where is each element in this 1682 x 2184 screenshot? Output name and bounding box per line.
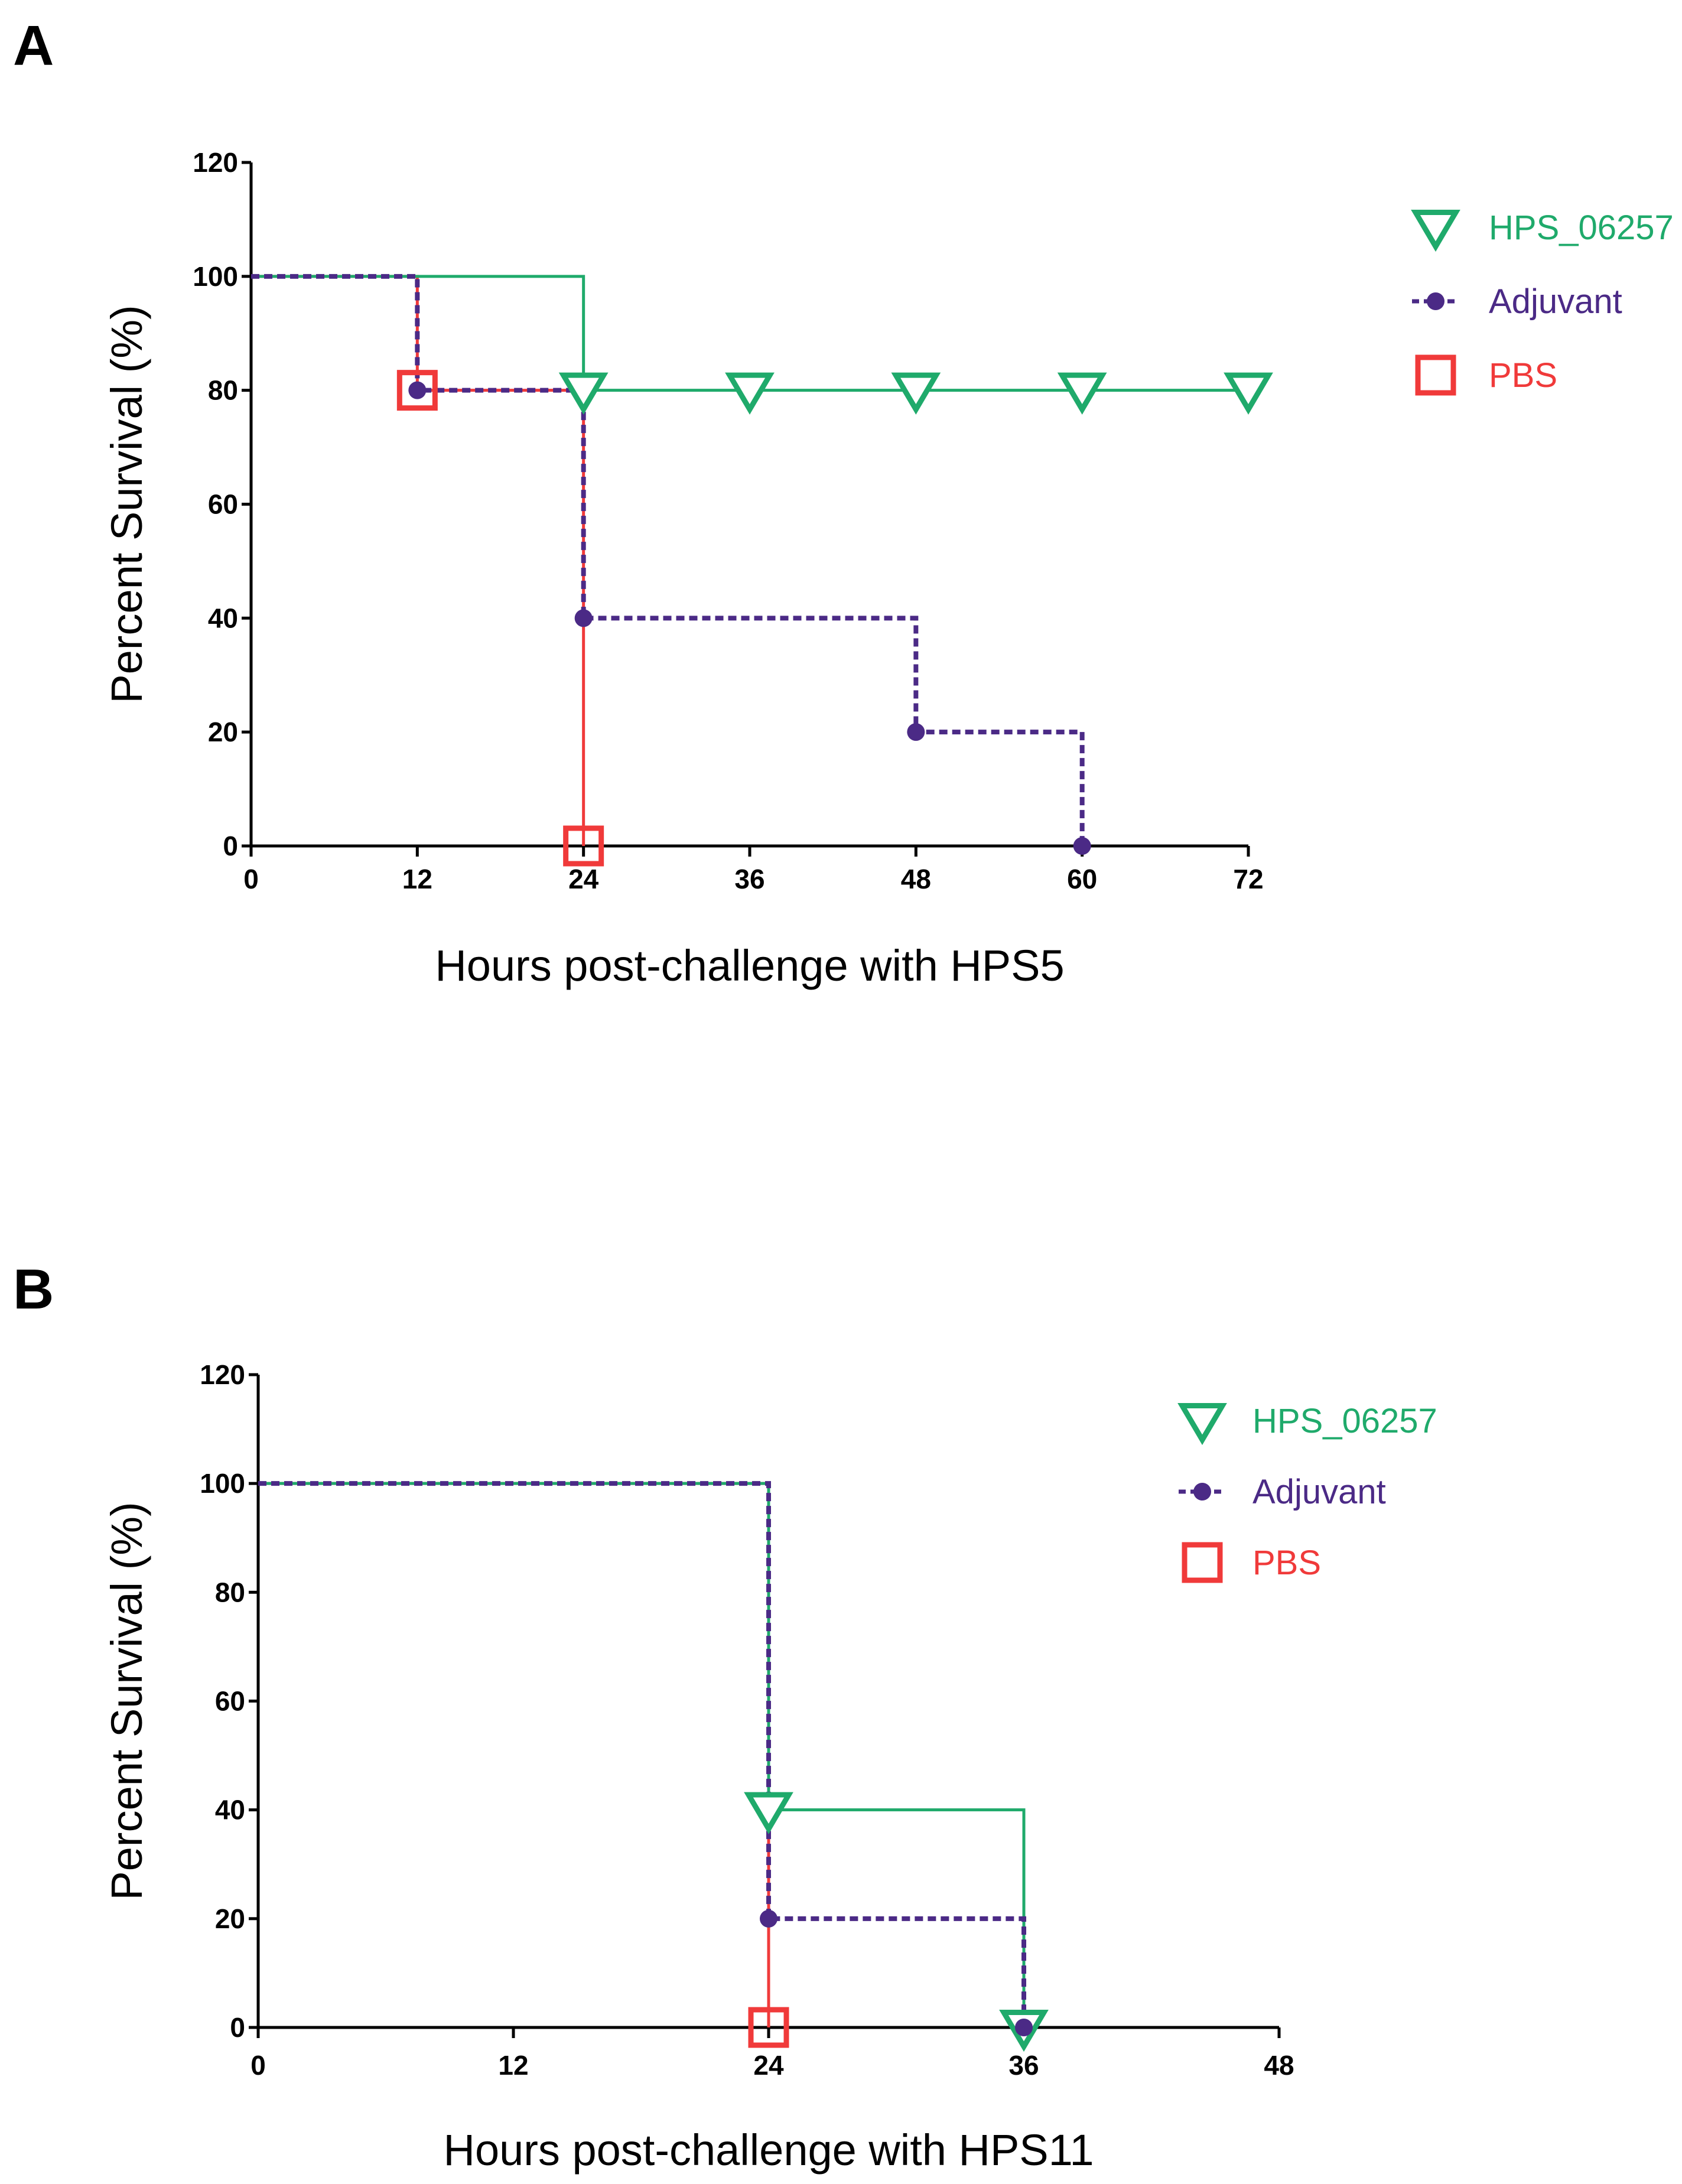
legend: HPS_06257 Adjuvant PBS [1177,1402,1437,1583]
y-tick-label: 40 [208,603,238,633]
legend-marker-icon [1177,1403,1227,1446]
pbs-marker [748,2007,789,2048]
x-tick-label: 12 [498,2050,528,2081]
x-tick-label: 24 [753,2050,784,2081]
legend-label: HPS_06257 [1489,209,1674,247]
y-tick-label: 60 [215,1686,245,1717]
y-axis-title: Percent Survival (%) [102,1502,151,1900]
panel-letter: B [13,1258,54,1321]
pbs-marker [563,825,604,867]
y-tick-label: 0 [230,2012,245,2043]
x-tick-label: 0 [250,2050,266,2081]
hps-06257-marker [558,372,609,415]
y-tick-label: 40 [215,1795,245,1825]
hps-06257-marker [725,372,775,415]
pbs-marker [396,370,438,411]
x-tick-label: 60 [1067,864,1097,894]
panel-letter: A [13,14,54,77]
hps-06257-marker [744,1792,793,1834]
legend-label: Adjuvant [1252,1473,1386,1511]
x-axis-title: Hours post-challenge with HPS11 [444,2126,1094,2175]
x-tick-label: 48 [901,864,931,894]
legend-label: Adjuvant [1489,282,1622,321]
y-tick-label: 20 [208,717,238,747]
hps-06257-marker [1057,372,1107,415]
legend-marker-icon [1427,292,1444,310]
pbs-survival-line [258,1482,770,2027]
legend-label: PBS [1252,1544,1321,1582]
y-tick-label: 20 [215,1903,245,1934]
y-tick-label: 80 [208,375,238,406]
y-tick-label: 120 [193,147,238,178]
adjuvant-survival-line [258,1481,1026,2027]
legend-marker-icon [1182,1542,1223,1583]
x-tick-label: 12 [402,864,432,894]
x-tick-label: 72 [1233,864,1263,894]
adjuvant-survival-line [251,274,1085,846]
x-tick-label: 36 [1008,2050,1039,2081]
adjuvant-marker [574,609,593,627]
legend-marker-icon [1193,1483,1211,1501]
adjuvant-marker [1015,2019,1033,2036]
adjuvant-marker [907,723,925,741]
x-tick-label: 24 [568,864,599,894]
y-tick-label: 100 [193,261,238,292]
panel-b: B 0 20 40 60 80 100 120 0 12 24 36 48 Hours post-chal… [13,1258,1437,2175]
adjuvant-marker [1073,837,1091,855]
x-axis-title: Hours post-challenge with HPS5 [435,941,1064,990]
hps-06257-survival-line [258,1482,1026,2027]
panel-a: A 0 20 40 60 80 100 120 0 12 24 36 48 60 72 Hours post-… [13,14,1674,990]
x-tick-label: 36 [734,864,764,894]
legend-item-hps-06257: HPS_06257 [1411,209,1674,252]
x-tick-label: 0 [243,864,259,894]
legend: HPS_06257 Adjuvant PBS [1411,209,1674,396]
hps-06257-marker [1224,372,1273,415]
legend-label: HPS_06257 [1252,1402,1437,1440]
hps-06257-marker [891,372,941,415]
legend-marker-icon [1411,210,1460,252]
legend-item-pbs: PBS [1415,354,1557,396]
y-tick-label: 60 [208,489,238,520]
adjuvant-marker [408,381,427,399]
legend-item-pbs: PBS [1182,1542,1321,1583]
legend-item-adjuvant: Adjuvant [1179,1473,1386,1511]
legend-item-adjuvant: Adjuvant [1412,282,1622,321]
x-tick-label: 48 [1264,2050,1294,2081]
y-tick-label: 0 [223,831,238,861]
y-axis-title: Percent Survival (%) [102,305,151,703]
adjuvant-marker [760,1909,777,1928]
legend-marker-icon [1415,354,1456,396]
y-tick-label: 120 [200,1359,245,1390]
y-tick-label: 100 [200,1468,245,1499]
legend-item-hps-06257: HPS_06257 [1177,1402,1437,1446]
y-tick-label: 80 [215,1577,245,1607]
legend-label: PBS [1489,356,1557,395]
